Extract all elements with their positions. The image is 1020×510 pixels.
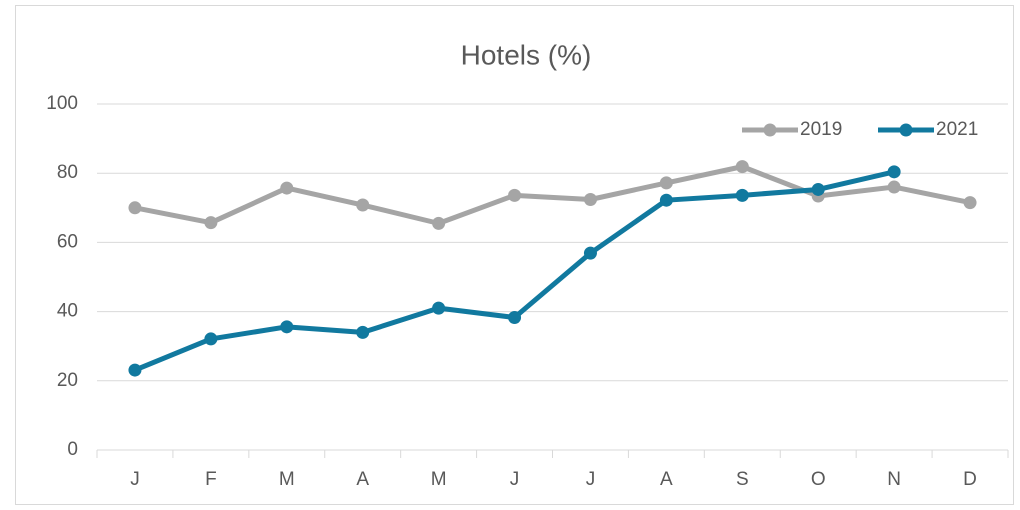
data-point xyxy=(356,198,370,212)
data-point xyxy=(887,180,901,194)
data-point xyxy=(735,160,749,174)
legend-marker xyxy=(899,123,913,137)
data-point xyxy=(280,320,294,334)
data-point xyxy=(432,216,446,230)
data-point xyxy=(659,176,673,190)
data-point xyxy=(204,216,218,230)
x-tick-label: S xyxy=(736,469,749,490)
data-point xyxy=(432,301,446,315)
data-point xyxy=(508,188,522,202)
x-tick-label: M xyxy=(431,469,447,490)
data-point xyxy=(963,196,977,210)
chart-frame xyxy=(15,5,1014,505)
x-tick-label: N xyxy=(887,469,901,490)
x-tick-label: A xyxy=(356,469,369,490)
y-tick-label: 60 xyxy=(57,231,78,252)
y-tick-label: 40 xyxy=(57,301,78,322)
x-tick-label: O xyxy=(811,469,826,490)
data-point xyxy=(583,192,597,206)
x-tick-label: J xyxy=(130,469,140,490)
data-point xyxy=(356,325,370,339)
chart-title: Hotels (%) xyxy=(461,39,592,70)
legend-marker xyxy=(763,123,777,137)
legend-label: 2021 xyxy=(936,119,978,140)
data-point xyxy=(204,332,218,346)
x-tick-label: J xyxy=(510,469,520,490)
data-point xyxy=(128,201,142,215)
x-tick-label: J xyxy=(586,469,596,490)
x-tick-label: D xyxy=(963,469,977,490)
y-tick-label: 80 xyxy=(57,162,78,183)
legend-label: 2019 xyxy=(800,119,842,140)
x-tick-label: F xyxy=(205,469,217,490)
series-line xyxy=(134,164,971,226)
y-tick-label: 20 xyxy=(57,370,78,391)
data-point xyxy=(811,182,825,196)
x-tick-label: M xyxy=(279,469,295,490)
data-point xyxy=(280,181,294,195)
y-tick-label: 100 xyxy=(46,93,78,114)
data-point xyxy=(508,310,522,324)
data-point xyxy=(735,188,749,202)
data-point xyxy=(128,363,142,377)
data-point xyxy=(659,193,673,207)
data-point xyxy=(887,165,901,179)
x-tick-label: A xyxy=(660,469,673,490)
data-point xyxy=(583,246,597,260)
y-tick-label: 0 xyxy=(67,439,78,460)
